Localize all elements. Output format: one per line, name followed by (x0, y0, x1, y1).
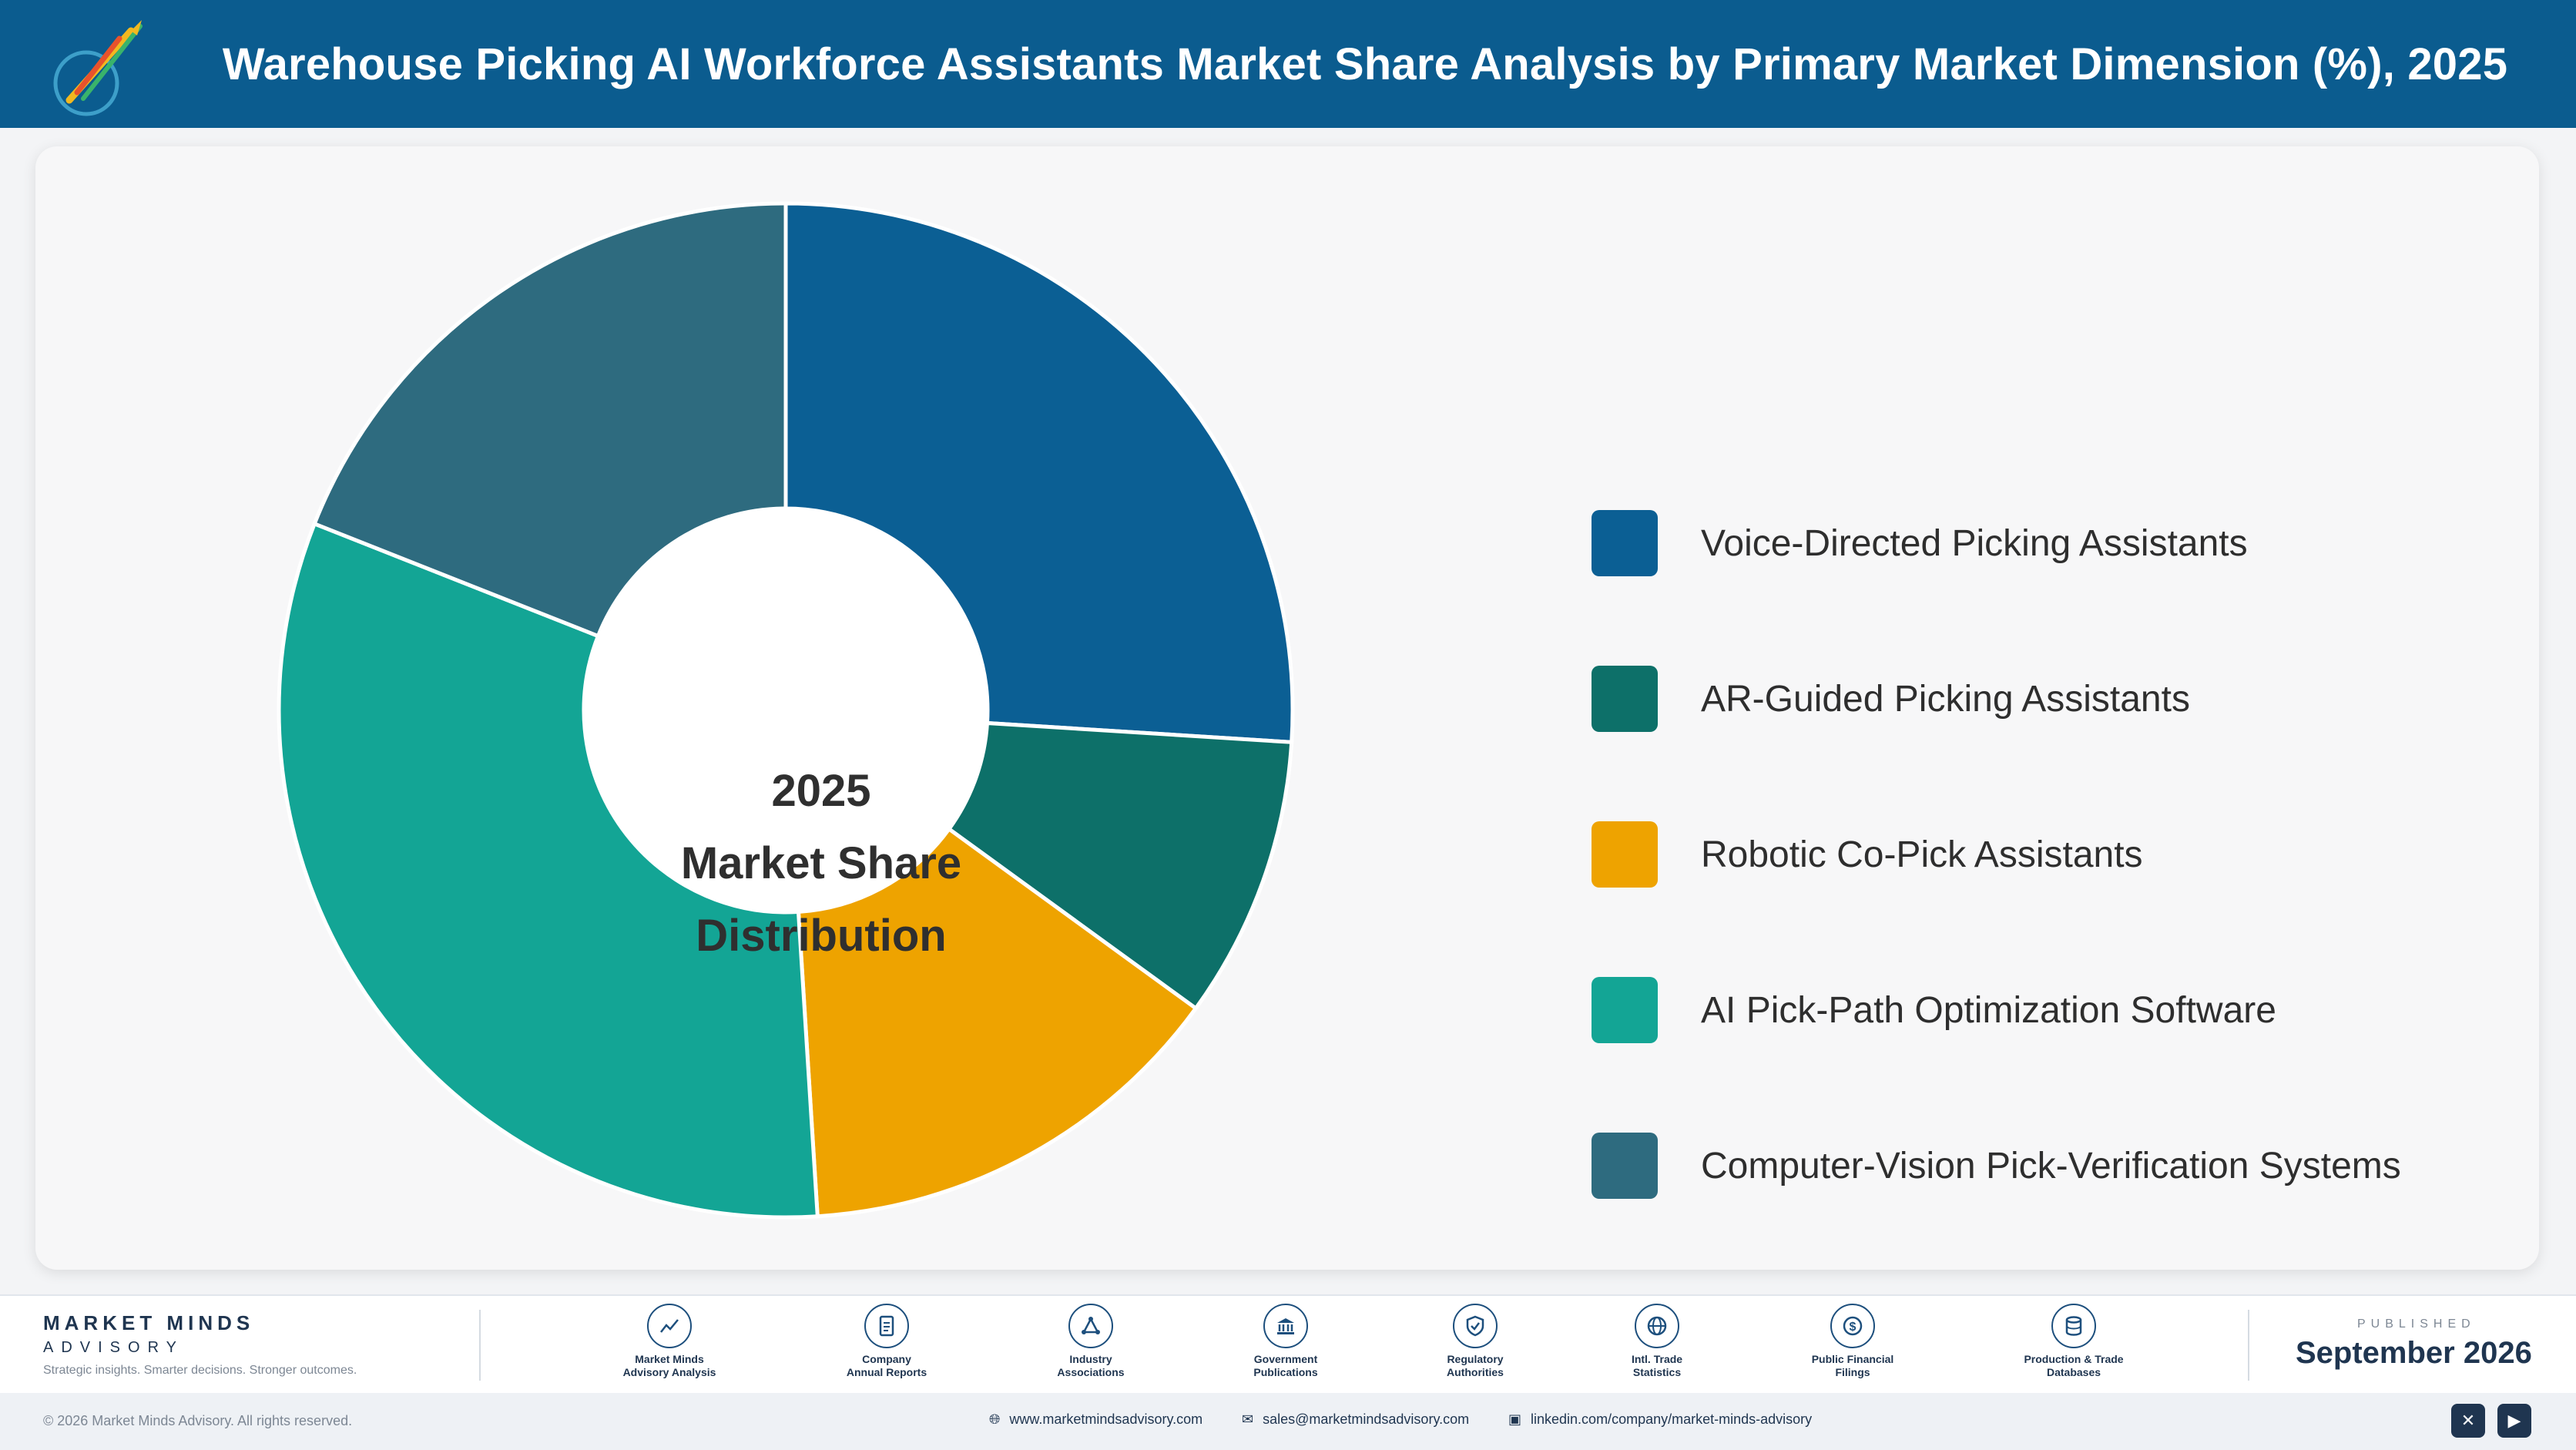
source-label: Market Minds Advisory Analysis (622, 1353, 716, 1378)
legend-swatch (1592, 666, 1658, 732)
source-item: Regulatory Authorities (1398, 1304, 1552, 1379)
source-item: $ Public Financial Filings (1776, 1304, 1930, 1379)
donut-chart (277, 201, 1295, 1220)
chart-legend: Voice-Directed Picking Assistants AR-Gui… (1592, 510, 2401, 1288)
legend-label: Voice-Directed Picking Assistants (1701, 522, 2248, 564)
website-link[interactable]: 🌐︎ www.marketmindsadvisory.com (989, 1411, 1202, 1428)
donut-hole (585, 510, 986, 911)
email-link[interactable]: ✉ sales@marketmindsadvisory.com (1242, 1411, 1469, 1428)
page-title: Warehouse Picking AI Workforce Assistant… (222, 39, 2508, 89)
source-item: Company Annual Reports (810, 1304, 964, 1379)
dollar-icon: $ (1830, 1304, 1875, 1348)
legend-item: Robotic Co-Pick Assistants (1592, 821, 2401, 888)
center-line-title: Market Share (680, 838, 962, 888)
donut-slice (783, 201, 1295, 744)
government-icon (1263, 1304, 1308, 1348)
legend-swatch (1592, 1133, 1658, 1199)
shield-icon (1453, 1304, 1498, 1348)
brand-tagline: Strategic insights. Smarter decisions. S… (43, 1364, 357, 1377)
legend-label: AI Pick-Path Optimization Software (1701, 989, 2276, 1031)
x-social-icon[interactable]: ✕ (2451, 1404, 2485, 1438)
source-label: Public Financial Filings (1811, 1353, 1894, 1378)
company-logo (53, 20, 143, 116)
divider (2248, 1310, 2249, 1381)
header-bar: Warehouse Picking AI Workforce Assistant… (0, 0, 2576, 128)
source-label: Government Publications (1253, 1353, 1318, 1378)
source-label: Regulatory Authorities (1447, 1353, 1504, 1378)
legend-swatch (1592, 821, 1658, 888)
legend-item: Voice-Directed Picking Assistants (1592, 510, 2401, 576)
linkedin-link[interactable]: ▣ linkedin.com/company/market-minds-advi… (1508, 1411, 1812, 1428)
email-text: sales@marketmindsadvisory.com (1263, 1411, 1470, 1427)
network-icon (1068, 1304, 1113, 1348)
legend-swatch (1592, 510, 1658, 576)
linkedin-text: linkedin.com/company/market-minds-adviso… (1531, 1411, 1813, 1427)
source-label: Company Annual Reports (846, 1353, 927, 1378)
donut-slice (796, 826, 1199, 1219)
svg-text:$: $ (1850, 1321, 1857, 1334)
legend-label: AR-Guided Picking Assistants (1701, 678, 2190, 720)
divider (479, 1310, 481, 1381)
source-item: Market Minds Advisory Analysis (592, 1304, 746, 1379)
donut-slice (946, 720, 1294, 1012)
center-line-subtitle: Distribution (696, 911, 947, 961)
database-icon (2051, 1304, 2096, 1348)
mail-icon: ✉ (1242, 1411, 1254, 1427)
source-label: Industry Associations (1057, 1353, 1125, 1378)
published-date: September 2026 (2296, 1336, 2532, 1370)
legend-item: AI Pick-Path Optimization Software (1592, 977, 2401, 1043)
source-item: Production & Trade Databases (1997, 1304, 2151, 1379)
legend-swatch (1592, 977, 1658, 1043)
globe-icon: 🌐︎ (989, 1411, 1001, 1427)
source-item: Intl. Trade Statistics (1580, 1304, 1734, 1379)
donut-center-label: 2025 Market Share Distribution (667, 755, 975, 972)
footer-sources-bar: MARKET MINDS ADVISORY Strategic insights… (0, 1294, 2576, 1393)
legend-label: Computer-Vision Pick-Verification System… (1701, 1145, 2401, 1187)
copyright-text: © 2026 Market Minds Advisory. All rights… (43, 1413, 353, 1428)
center-line-year: 2025 (771, 766, 871, 816)
linkedin-icon: ▣ (1508, 1411, 1522, 1427)
brand-name: MARKET MINDS (43, 1311, 255, 1334)
published-label: PUBLISHED (2357, 1317, 2476, 1331)
source-item: Government Publications (1209, 1304, 1363, 1379)
source-label: Intl. Trade Statistics (1631, 1353, 1683, 1378)
brand-subtitle: ADVISORY (43, 1339, 184, 1356)
legend-label: Robotic Co-Pick Assistants (1701, 834, 2143, 875)
source-item: Industry Associations (1014, 1304, 1168, 1379)
youtube-social-icon[interactable]: ▶ (2497, 1404, 2531, 1438)
donut-slice (277, 521, 820, 1220)
chart-line-icon (647, 1304, 692, 1348)
footer-contact-bar: © 2026 Market Minds Advisory. All rights… (0, 1393, 2576, 1450)
donut-slice (311, 201, 788, 639)
document-icon (864, 1304, 909, 1348)
source-label: Production & Trade Databases (2024, 1353, 2124, 1378)
legend-item: AR-Guided Picking Assistants (1592, 666, 2401, 732)
website-text: www.marketmindsadvisory.com (1009, 1411, 1203, 1427)
globe-icon (1635, 1304, 1679, 1348)
legend-item: Computer-Vision Pick-Verification System… (1592, 1133, 2401, 1199)
chart-card: 2025 Market Share Distribution Voice-Dir… (35, 146, 2539, 1270)
